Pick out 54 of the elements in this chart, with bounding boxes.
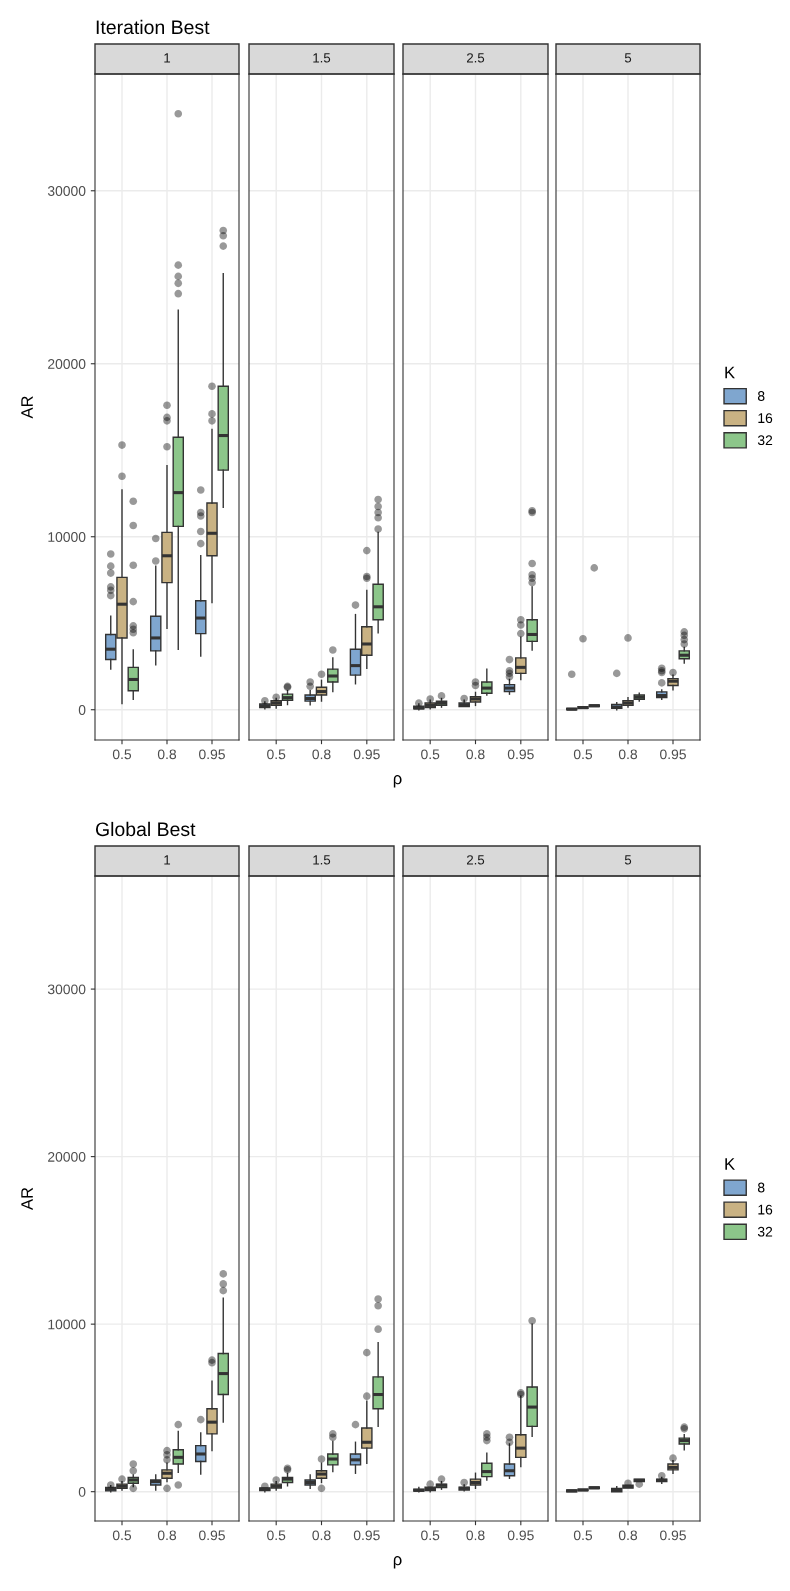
y-tick-label: 0 [78, 1487, 86, 1497]
x-tick-label: 0.5 [573, 1530, 593, 1541]
x-tick-label: 0.95 [353, 749, 380, 760]
x-axis-title: ρ [393, 775, 402, 788]
legend-label: 16 [758, 1204, 773, 1215]
x-tick-label: 0.5 [112, 749, 132, 760]
x-tick-label: 0.8 [618, 749, 638, 760]
x-tick-label: 0.95 [507, 1530, 534, 1541]
x-tick-label: 0.5 [421, 1530, 440, 1541]
chart-subtitle: 2.5 [466, 53, 485, 63]
x-tick-label: 0.95 [353, 1530, 380, 1541]
x-tick-label: 0.5 [573, 749, 593, 760]
chart-subtitle: 1 [164, 53, 171, 63]
y-tick-label: 20000 [48, 1151, 86, 1162]
x-tick-label: 0.8 [157, 1530, 177, 1541]
y-tick-label: 10000 [48, 532, 86, 542]
x-tick-label: 0.95 [660, 749, 686, 760]
x-tick-label: 0.95 [507, 749, 534, 760]
y-axis-title: AR [21, 396, 33, 419]
x-tick-label: 0.5 [267, 1530, 286, 1541]
y-axis-title: AR [21, 1187, 33, 1211]
x-tick-label: 0.95 [660, 1530, 686, 1541]
y-tick-label: 30000 [47, 186, 86, 196]
x-tick-label: 0.8 [618, 1530, 638, 1541]
y-tick-label: 0 [78, 705, 86, 715]
x-tick-label: 0.8 [312, 1530, 331, 1541]
x-tick-label: 0.8 [466, 749, 485, 760]
chart-subtitle: 5 [624, 53, 632, 63]
x-tick-label: 0.95 [199, 1530, 225, 1541]
x-axis-title: ρ [393, 1556, 402, 1569]
x-tick-label: 0.5 [112, 1530, 132, 1541]
chart-subtitle: 1 [164, 855, 171, 865]
chart-title: Iteration Best [96, 19, 210, 35]
y-tick-label: 20000 [48, 359, 86, 369]
legend-title: K [725, 1158, 735, 1170]
x-tick-label: 0.95 [199, 749, 225, 760]
x-tick-label: 0.5 [421, 749, 440, 760]
chart-subtitle: 5 [624, 855, 632, 865]
chart-subtitle: 1.5 [313, 855, 331, 865]
x-tick-label: 0.8 [312, 749, 331, 760]
x-tick-label: 0.8 [466, 1530, 485, 1541]
chart-subtitle: 1.5 [313, 53, 331, 63]
legend-label: 32 [757, 1226, 773, 1237]
legend-label: 32 [757, 435, 773, 446]
x-tick-label: 0.5 [267, 749, 286, 760]
legend-label: 8 [757, 1182, 765, 1193]
y-tick-label: 30000 [47, 984, 86, 995]
chart-title: Global Best [95, 821, 196, 837]
y-tick-label: 10000 [48, 1319, 86, 1330]
legend-title: K [725, 366, 735, 379]
x-tick-label: 0.8 [157, 749, 177, 760]
chart-subtitle: 2.5 [466, 855, 485, 865]
legend-label: 16 [758, 413, 773, 424]
legend-label: 8 [757, 391, 765, 401]
